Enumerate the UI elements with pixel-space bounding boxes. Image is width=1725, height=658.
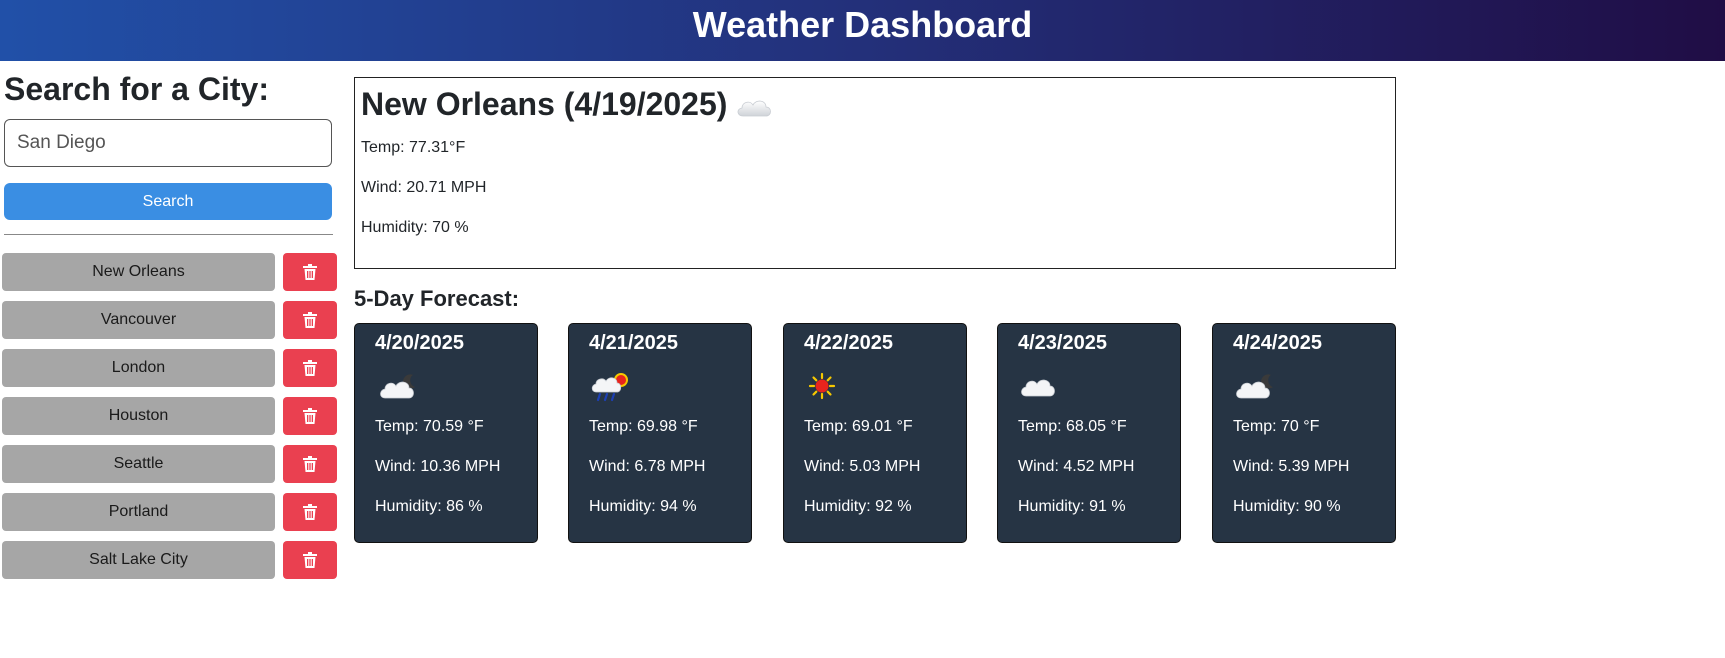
page-title: Weather Dashboard: [692, 4, 1033, 45]
forecast-wind: Wind: 5.39 MPH: [1233, 458, 1350, 475]
current-wind: Wind: 20.71 MPH: [361, 179, 487, 196]
forecast-cards: 4/20/2025 Temp: 70.59 °F Wind: 10.36 MPH…: [354, 323, 1396, 543]
forecast-card: 4/20/2025 Temp: 70.59 °F Wind: 10.36 MPH…: [354, 323, 538, 543]
current-weather-title: New Orleans (4/19/2025): [361, 84, 773, 127]
trash-icon: [303, 360, 317, 376]
forecast-temp: Temp: 70.59 °F: [375, 418, 484, 435]
history-city-button[interactable]: London: [2, 349, 275, 387]
city-search-input[interactable]: [4, 119, 332, 167]
history-city-button[interactable]: New Orleans: [2, 253, 275, 291]
history-city-button[interactable]: Portland: [2, 493, 275, 531]
history-item: London: [2, 349, 342, 387]
forecast-date: 4/23/2025: [1018, 332, 1107, 354]
history-item: Seattle: [2, 445, 342, 483]
forecast-wind: Wind: 4.52 MPH: [1018, 458, 1135, 475]
forecast-humidity: Humidity: 90 %: [1233, 498, 1341, 515]
forecast-date: 4/22/2025: [804, 332, 893, 354]
forecast-temp: Temp: 70 °F: [1233, 418, 1320, 435]
forecast-humidity: Humidity: 94 %: [589, 498, 697, 515]
forecast-wind: Wind: 10.36 MPH: [375, 458, 501, 475]
current-humidity: Humidity: 70 %: [361, 219, 469, 236]
forecast-date: 4/21/2025: [589, 332, 678, 354]
forecast-temp: Temp: 69.98 °F: [589, 418, 698, 435]
trash-icon: [303, 456, 317, 472]
trash-icon: [303, 312, 317, 328]
sun-icon: [806, 368, 856, 404]
forecast-card: 4/21/2025 Temp: 69.98 °F Wind: 6.78 MPH …: [568, 323, 752, 543]
search-button[interactable]: Search: [4, 183, 332, 220]
history-city-button[interactable]: Salt Lake City: [2, 541, 275, 579]
forecast-card: 4/24/2025 Temp: 70 °F Wind: 5.39 MPH Hum…: [1212, 323, 1396, 543]
rain-sun-icon: [591, 368, 641, 404]
history-item: Vancouver: [2, 301, 342, 339]
trash-icon: [303, 552, 317, 568]
history-city-button[interactable]: Vancouver: [2, 301, 275, 339]
app-header: Weather Dashboard: [0, 0, 1725, 61]
history-item: Portland: [2, 493, 342, 531]
divider: [4, 234, 333, 235]
trash-icon: [303, 504, 317, 520]
forecast-humidity: Humidity: 91 %: [1018, 498, 1126, 515]
forecast-wind: Wind: 6.78 MPH: [589, 458, 706, 475]
night-cloud-icon: [377, 368, 427, 404]
forecast-temp: Temp: 68.05 °F: [1018, 418, 1127, 435]
trash-icon: [303, 264, 317, 280]
cloud-icon: [735, 87, 773, 127]
cloud-icon: [1020, 368, 1070, 404]
trash-icon: [303, 408, 317, 424]
current-temp: Temp: 77.31°F: [361, 139, 466, 156]
current-weather-panel: New Orleans (4/19/2025) Temp: 77.31°F Wi…: [354, 77, 1396, 269]
history-city-button[interactable]: Seattle: [2, 445, 275, 483]
forecast-wind: Wind: 5.03 MPH: [804, 458, 921, 475]
forecast-temp: Temp: 69.01 °F: [804, 418, 913, 435]
delete-city-button[interactable]: [283, 541, 337, 579]
history-item: New Orleans: [2, 253, 342, 291]
delete-city-button[interactable]: [283, 493, 337, 531]
delete-city-button[interactable]: [283, 397, 337, 435]
forecast-date: 4/20/2025: [375, 332, 464, 354]
forecast-card: 4/22/2025 Temp: 69.01 °F Wind: 5.03 MPH …: [783, 323, 967, 543]
delete-city-button[interactable]: [283, 445, 337, 483]
delete-city-button[interactable]: [283, 349, 337, 387]
search-heading: Search for a City:: [4, 71, 269, 107]
forecast-date: 4/24/2025: [1233, 332, 1322, 354]
history-item: Salt Lake City: [2, 541, 342, 579]
forecast-card: 4/23/2025 Temp: 68.05 °F Wind: 4.52 MPH …: [997, 323, 1181, 543]
current-city-date: New Orleans (4/19/2025): [361, 86, 728, 122]
forecast-humidity: Humidity: 92 %: [804, 498, 912, 515]
history-city-button[interactable]: Houston: [2, 397, 275, 435]
history-item: Houston: [2, 397, 342, 435]
forecast-humidity: Humidity: 86 %: [375, 498, 483, 515]
delete-city-button[interactable]: [283, 301, 337, 339]
delete-city-button[interactable]: [283, 253, 337, 291]
night-cloud-icon: [1235, 368, 1285, 404]
forecast-heading: 5-Day Forecast:: [354, 286, 520, 311]
